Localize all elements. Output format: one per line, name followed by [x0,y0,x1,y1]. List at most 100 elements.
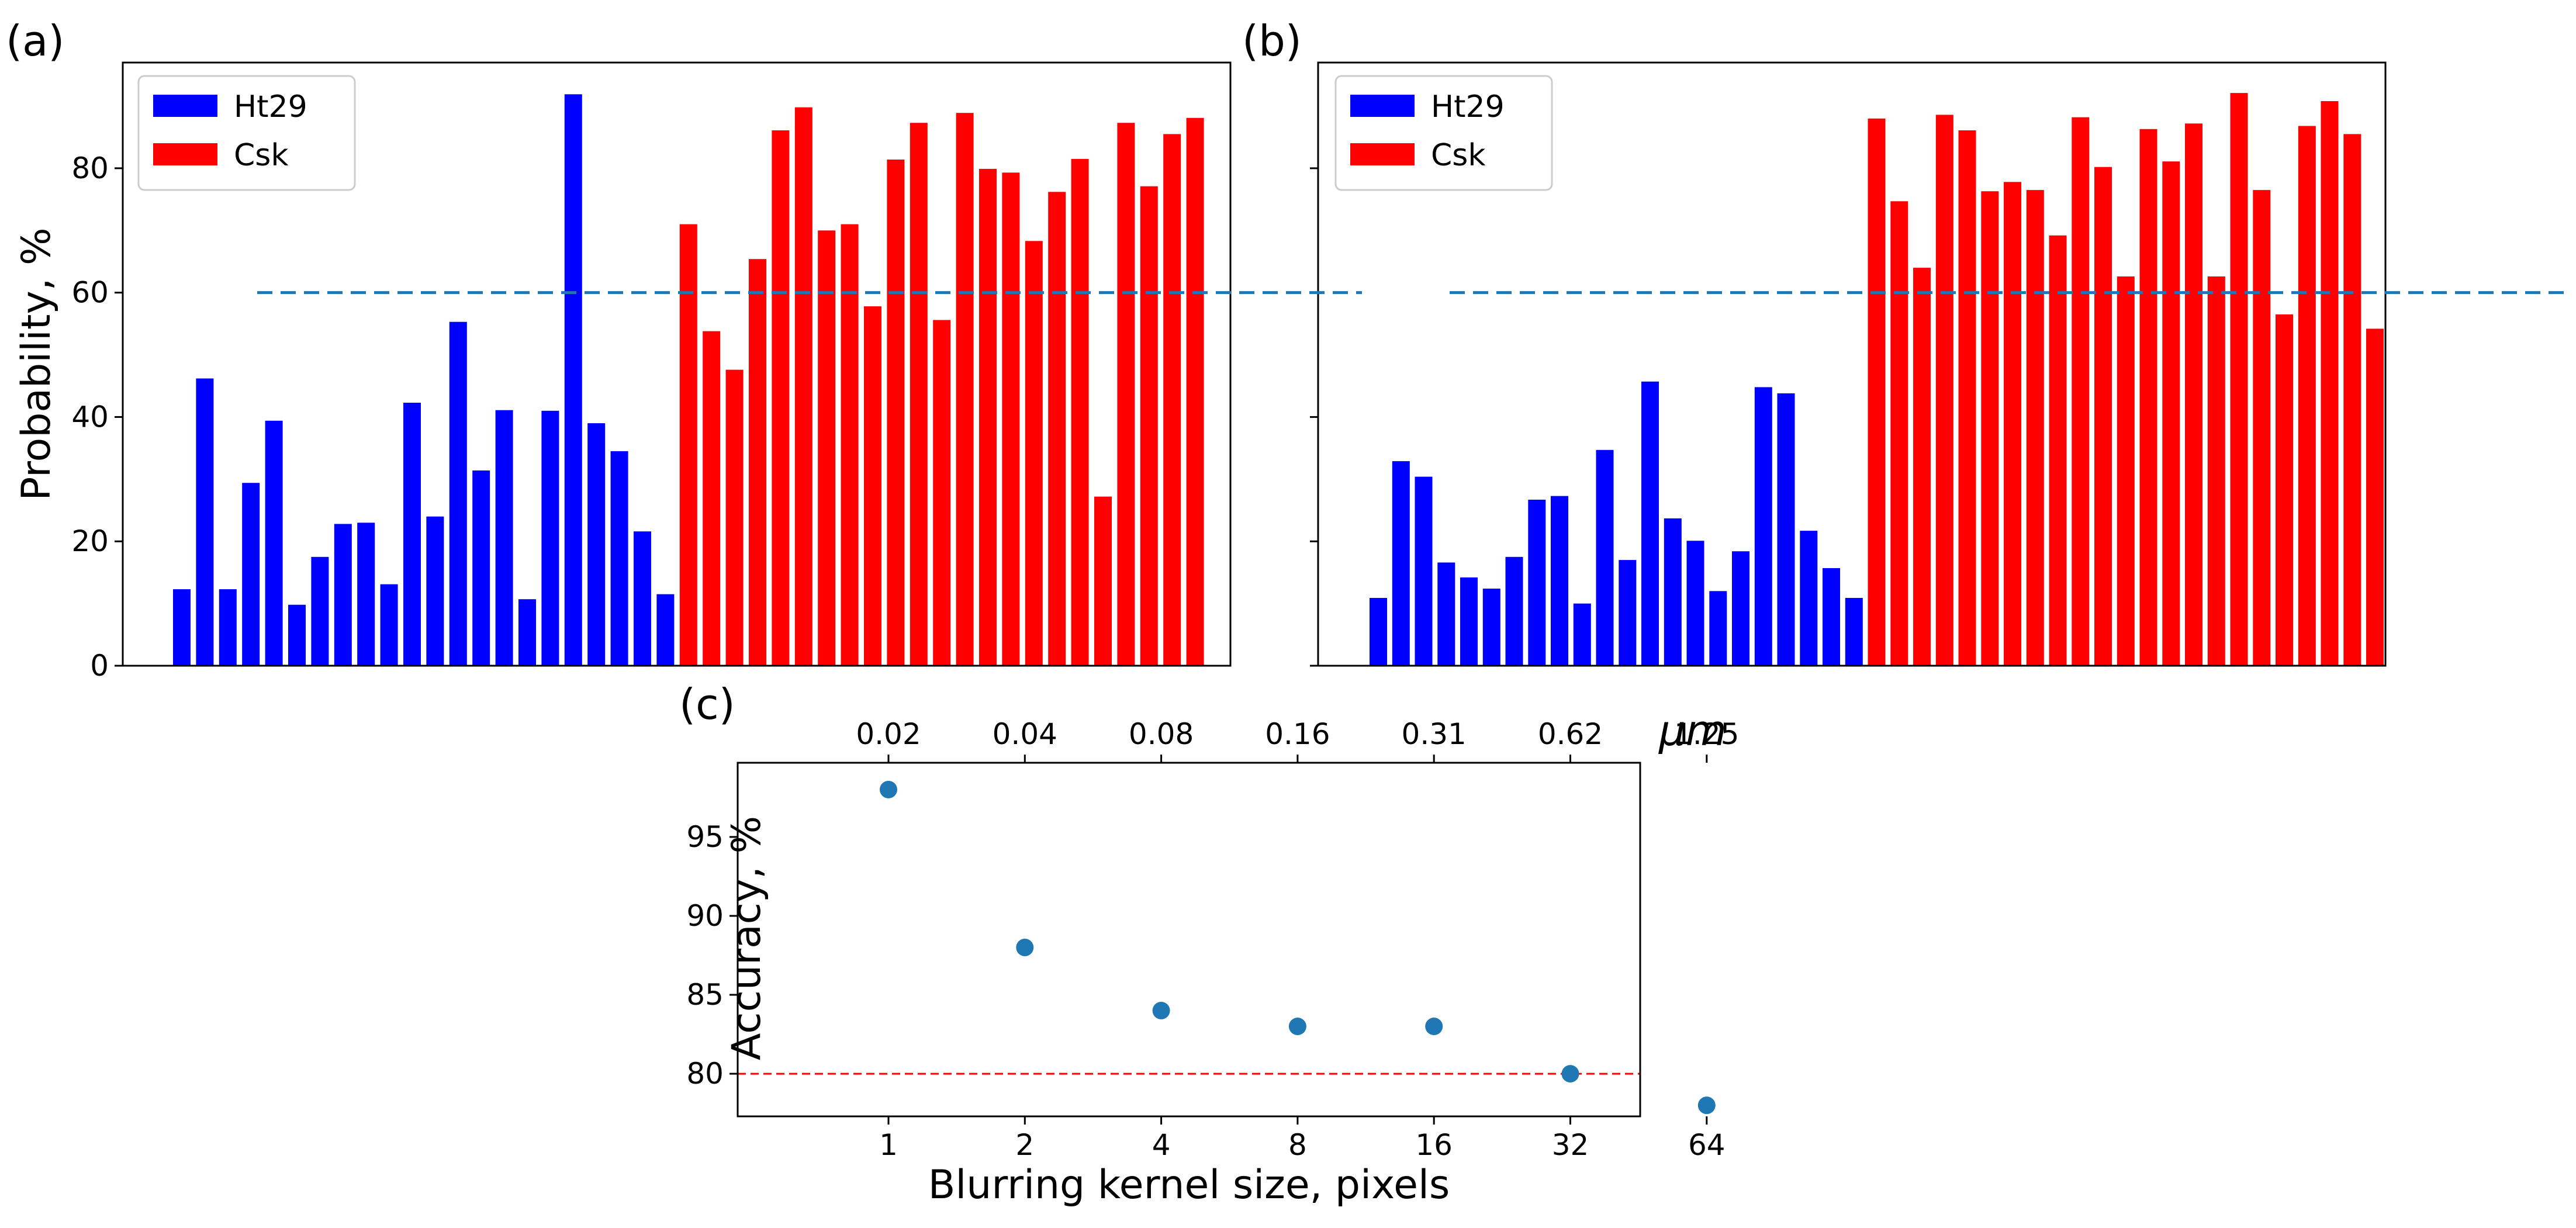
bar-ht29-21 [1823,568,1840,666]
bar-ht29-1 [173,589,191,666]
accuracy-point-4 [1152,1002,1170,1020]
bar-csk-22 [2343,134,2361,666]
bar-csk-7 [818,230,836,666]
bar-csk-20 [1117,123,1135,666]
bar-ht29-6 [1482,589,1500,666]
accuracy-point-16 [1425,1018,1443,1036]
bar-csk-2 [1890,201,1908,666]
bar-csk-3 [1913,268,1931,666]
bar-ht29-3 [219,589,237,666]
bar-ht29-10 [380,584,398,666]
legend-swatch-ht29 [1350,95,1415,117]
panel-a-legend: Ht29 Csk [137,75,356,191]
bar-ht29-9 [357,523,375,666]
panel-a-ytick-label: 0 [90,649,109,683]
bar-csk-14 [2162,161,2180,666]
bar-csk-5 [772,130,790,666]
bar-ht29-12 [1619,560,1637,666]
bar-csk-17 [1048,192,1066,666]
bar-csk-15 [2185,123,2202,666]
legend-label-ht29: Ht29 [234,89,307,124]
bar-csk-14 [979,168,997,666]
panel-c-top-unit: μm [1658,706,1727,755]
bar-csk-3 [725,369,744,666]
bar-csk-21 [1140,186,1158,666]
panel-c-xtick-label: 64 [1688,1128,1726,1162]
panel-a-ytick-label: 40 [71,400,109,434]
bar-ht29-1 [1370,598,1387,666]
bar-ht29-3 [1415,476,1433,666]
bar-ht29-2 [1392,461,1410,666]
bar-csk-6 [794,107,812,666]
panel-c-top-xtick-label: 0.62 [1538,717,1603,751]
bar-csk-9 [864,306,881,666]
bar-ht29-9 [1551,496,1568,666]
legend-swatch-ht29 [153,95,217,117]
panel-b-bars [1370,93,2384,666]
bar-ht29-20 [1800,531,1818,666]
panel-b-label: (b) [1242,16,1302,65]
bar-ht29-15 [1686,541,1704,666]
bar-ht29-7 [311,556,329,666]
panel-a-label: (a) [6,16,64,65]
bar-csk-15 [1002,172,1020,666]
bar-ht29-17 [541,410,559,666]
bar-ht29-21 [634,531,651,666]
bar-ht29-8 [1528,499,1546,666]
bar-ht29-19 [1777,393,1795,666]
bar-ht29-18 [1754,387,1772,666]
bar-ht29-13 [449,321,467,666]
panel-c-xtick-label: 1 [879,1128,898,1162]
bar-csk-1 [679,224,697,666]
panel-a: (a) 0 20 40 60 80 Probability, % Ht29 Csk [6,16,1232,683]
panel-c-ytick-label: 85 [686,978,724,1012]
bar-ht29-7 [1505,556,1523,666]
panel-c-top-xtick-label: 0.16 [1265,717,1330,751]
bar-ht29-2 [196,378,214,666]
panel-c-top-xtick-label: 0.04 [993,717,1057,751]
panel-c-xtick-label: 8 [1288,1128,1307,1162]
bar-ht29-13 [1641,381,1659,666]
bar-ht29-16 [518,599,536,666]
panel-c-xlabel: Blurring kernel size, pixels [928,1162,1450,1208]
panel-b-legend: Ht29 Csk [1334,75,1553,191]
panel-c-top-xtick-label: 0.08 [1129,717,1194,751]
bar-csk-18 [2253,190,2271,666]
bar-ht29-11 [1596,449,1614,666]
bar-csk-11 [910,123,928,666]
panel-c-ytick-label: 80 [686,1057,724,1091]
bar-csk-7 [2004,182,2021,666]
panel-c-ytick-label: 90 [686,899,724,933]
legend-label-csk: Csk [234,138,289,173]
panel-a-ylabel: Probability, % [13,227,60,500]
bar-ht29-5 [265,420,283,666]
panel-b: (b) Ht29 Csk [1242,16,2387,667]
panel-c-xtick-label: 2 [1015,1128,1034,1162]
panel-a-ytick-label: 60 [71,276,109,310]
bar-csk-5 [1958,130,1976,666]
bar-csk-20 [2298,126,2316,666]
bar-csk-12 [933,320,951,666]
panel-c-points [880,780,1716,1115]
bar-csk-17 [2230,93,2248,666]
bar-csk-9 [2049,235,2067,666]
panel-a-bars [173,94,1204,666]
bar-ht29-14 [1664,518,1682,666]
bar-csk-1 [1868,118,1886,666]
bar-csk-6 [1981,191,1999,666]
panel-a-ytick-label: 20 [71,524,109,558]
accuracy-point-1 [880,780,897,798]
bar-csk-23 [2366,328,2384,666]
panel-c-xtick-label: 32 [1552,1128,1589,1162]
bar-csk-10 [2072,117,2090,666]
bar-ht29-4 [242,483,260,666]
bar-ht29-6 [288,604,306,666]
bar-ht29-11 [403,403,421,666]
bar-csk-18 [1071,158,1089,666]
accuracy-point-64 [1697,1096,1716,1115]
bar-csk-8 [2026,190,2044,666]
panel-c-top-xtick-label: 0.31 [1402,717,1467,751]
panel-c-ylabel: Accuracy, % [724,816,770,1060]
bar-csk-22 [1163,134,1181,666]
legend-label-ht29: Ht29 [1431,89,1505,124]
